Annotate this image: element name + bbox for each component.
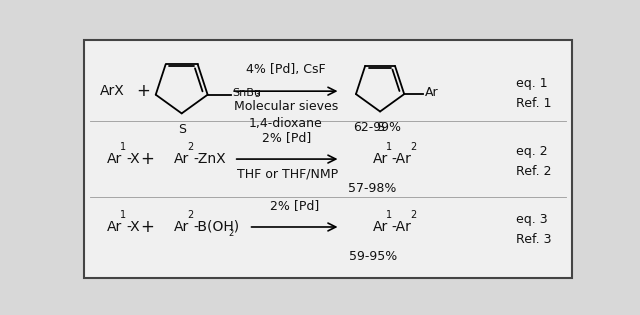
Text: Ar: Ar xyxy=(174,220,189,234)
Text: -X: -X xyxy=(126,152,140,166)
Text: 2: 2 xyxy=(187,142,193,152)
Text: SnBu: SnBu xyxy=(232,89,261,99)
Text: Ref. 3: Ref. 3 xyxy=(516,232,552,246)
Text: Ref. 1: Ref. 1 xyxy=(516,97,552,110)
Text: 2% [Pd]: 2% [Pd] xyxy=(262,131,312,144)
Text: -Ar: -Ar xyxy=(392,220,412,234)
Text: 57-98%: 57-98% xyxy=(348,182,397,195)
FancyBboxPatch shape xyxy=(84,40,572,278)
Text: 2: 2 xyxy=(229,229,234,238)
Text: Ar: Ar xyxy=(108,152,122,166)
Text: S: S xyxy=(376,121,384,134)
Text: +: + xyxy=(140,150,154,168)
Text: 2: 2 xyxy=(410,210,417,220)
Text: 62-99%: 62-99% xyxy=(353,121,402,134)
Text: Molecular sieves: Molecular sieves xyxy=(234,100,338,113)
Text: 2: 2 xyxy=(410,142,417,152)
Text: 1: 1 xyxy=(385,142,392,152)
Text: THF or THF/NMP: THF or THF/NMP xyxy=(237,168,338,180)
Text: 4% [Pd], CsF: 4% [Pd], CsF xyxy=(246,63,326,76)
Text: eq. 3: eq. 3 xyxy=(516,213,548,226)
Text: ArX: ArX xyxy=(100,84,125,98)
Text: +: + xyxy=(140,218,154,236)
Text: Ar: Ar xyxy=(424,86,438,100)
Text: 1: 1 xyxy=(120,210,126,220)
Text: Ar: Ar xyxy=(372,220,388,234)
Text: 59-95%: 59-95% xyxy=(349,249,397,263)
Text: Ar: Ar xyxy=(108,220,122,234)
Text: Ref. 2: Ref. 2 xyxy=(516,165,552,178)
Text: Ar: Ar xyxy=(372,152,388,166)
Text: 1: 1 xyxy=(120,142,126,152)
Text: -B(OH): -B(OH) xyxy=(193,220,239,234)
Text: S: S xyxy=(178,123,186,136)
Text: -ZnX: -ZnX xyxy=(193,152,226,166)
Text: Ar: Ar xyxy=(174,152,189,166)
Text: eq. 1: eq. 1 xyxy=(516,77,548,90)
Text: eq. 2: eq. 2 xyxy=(516,145,548,158)
Text: 2% [Pd]: 2% [Pd] xyxy=(270,199,319,212)
Text: -X: -X xyxy=(126,220,140,234)
Text: 3: 3 xyxy=(255,90,260,99)
Text: -Ar: -Ar xyxy=(392,152,412,166)
Text: 2: 2 xyxy=(187,210,193,220)
Text: 1: 1 xyxy=(385,210,392,220)
Text: 1,4-dioxane: 1,4-dioxane xyxy=(249,117,323,130)
Text: +: + xyxy=(136,82,150,100)
